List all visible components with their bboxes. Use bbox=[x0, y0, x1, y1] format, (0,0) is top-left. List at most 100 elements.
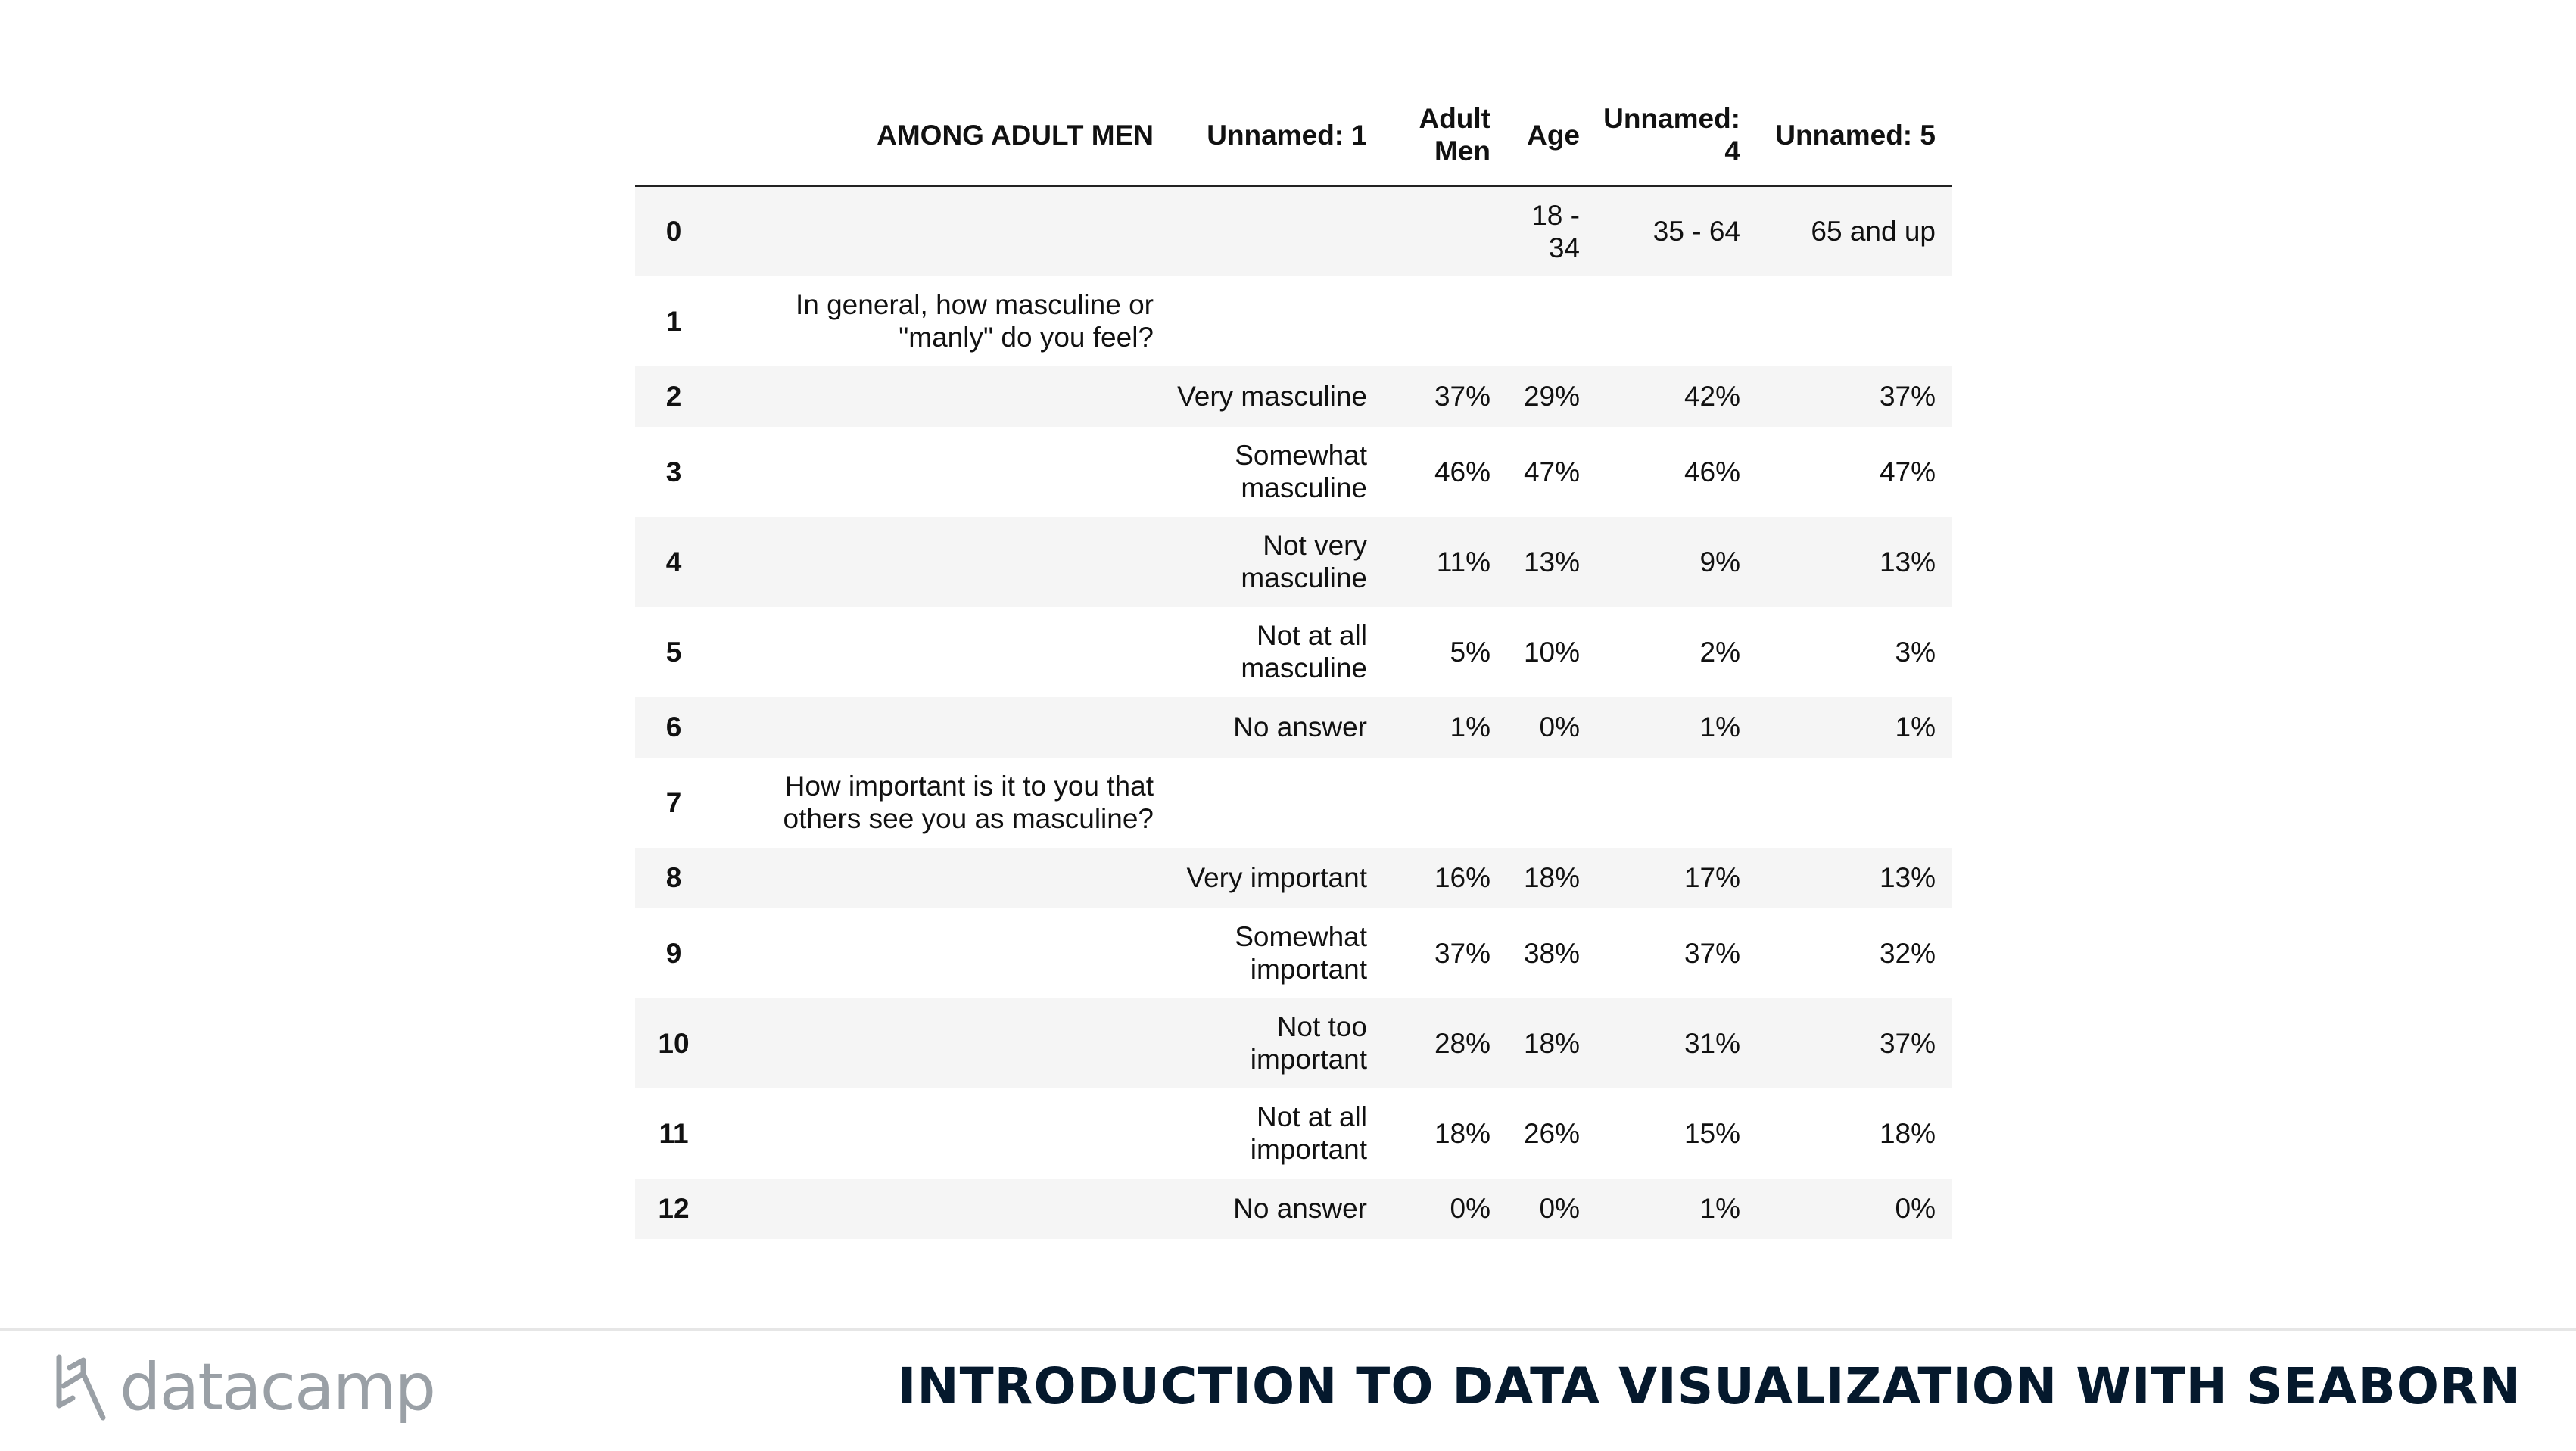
cell-age-35-64: 31% bbox=[1684, 1027, 1740, 1059]
row-index: 3 bbox=[665, 456, 682, 487]
cell-question bbox=[712, 366, 1170, 427]
cell-adult-men: 37% bbox=[1434, 937, 1490, 969]
cell-age-65-up: 3% bbox=[1895, 636, 1936, 668]
table-row: 12 No answer 0% 0% 1% 0% bbox=[635, 1178, 1952, 1239]
cell-age-35-64: 35 - 64 bbox=[1652, 216, 1740, 248]
row-index: 6 bbox=[665, 711, 682, 743]
column-header-age: Age bbox=[1507, 89, 1596, 187]
cell-age-18-34 bbox=[1507, 276, 1596, 366]
table-row: 2 Very masculine 37% 29% 42% 37% bbox=[635, 366, 1952, 427]
table-row: 6 No answer 1% 0% 1% 1% bbox=[635, 696, 1952, 758]
course-title: INTRODUCTION TO DATA VISUALIZATION WITH … bbox=[897, 1357, 2521, 1415]
table-body: 0 18 - 34 35 - 64 65 and up 1 In general, how… bbox=[635, 185, 1952, 1239]
table-row: 0 18 - 34 35 - 64 65 and up bbox=[635, 185, 1952, 276]
cell-response bbox=[1170, 758, 1384, 848]
cell-age-65-up bbox=[1757, 758, 1952, 848]
row-index: 11 bbox=[659, 1117, 689, 1149]
row-index: 5 bbox=[665, 636, 682, 668]
cell-adult-men: 5% bbox=[1450, 636, 1490, 668]
table-row: 8 Very important 16% 18% 17% 13% bbox=[635, 847, 1952, 908]
row-index: 2 bbox=[665, 381, 682, 412]
row-index: 8 bbox=[665, 862, 682, 893]
cell-age-35-64: 9% bbox=[1699, 546, 1740, 578]
cell-question: How important is it to you that others s… bbox=[783, 771, 1154, 834]
row-index: 10 bbox=[658, 1027, 690, 1059]
cell-age-18-34: 10% bbox=[1523, 636, 1580, 668]
cell-adult-men: 37% bbox=[1434, 381, 1490, 412]
cell-age-18-34: 0% bbox=[1539, 1193, 1580, 1224]
column-header-unnamed-1: Unnamed: 1 bbox=[1170, 89, 1384, 187]
cell-age-65-up: 32% bbox=[1879, 937, 1936, 969]
cell-adult-men: 11% bbox=[1436, 546, 1490, 578]
row-index: 1 bbox=[665, 305, 682, 337]
cell-question bbox=[712, 517, 1170, 607]
row-index: 12 bbox=[658, 1193, 690, 1224]
cell-response: Somewhat important bbox=[1235, 921, 1367, 985]
cell-age-18-34: 0% bbox=[1539, 711, 1580, 743]
cell-question bbox=[712, 908, 1170, 998]
cell-adult-men: 0% bbox=[1450, 1193, 1490, 1224]
cell-adult-men bbox=[1384, 186, 1507, 276]
cell-question bbox=[712, 186, 1170, 276]
cell-question bbox=[712, 998, 1170, 1088]
cell-response: Not very masculine bbox=[1241, 530, 1367, 593]
cell-age-65-up: 13% bbox=[1879, 546, 1936, 578]
cell-response: Very important bbox=[1186, 862, 1367, 893]
cell-age-18-34: 47% bbox=[1523, 456, 1580, 487]
cell-question bbox=[712, 607, 1170, 697]
cell-age-18-34: 18% bbox=[1523, 862, 1580, 893]
header-row: AMONG ADULT MEN Unnamed: 1 Adult Men Age… bbox=[635, 89, 1952, 187]
cell-adult-men: 18% bbox=[1434, 1117, 1490, 1149]
footer-divider bbox=[0, 1328, 2576, 1331]
cell-response bbox=[1170, 276, 1384, 366]
cell-age-65-up: 1% bbox=[1895, 711, 1936, 743]
cell-age-18-34: 13% bbox=[1523, 546, 1580, 578]
cell-age-65-up: 0% bbox=[1895, 1193, 1936, 1224]
cell-age-65-up: 13% bbox=[1879, 862, 1936, 893]
cell-age-35-64 bbox=[1596, 758, 1757, 848]
cell-response: Very masculine bbox=[1177, 381, 1367, 412]
cell-age-65-up: 18% bbox=[1879, 1117, 1936, 1149]
table-row: 3 Somewhat masculine 46% 47% 46% 47% bbox=[635, 426, 1952, 517]
cell-question bbox=[712, 1088, 1170, 1179]
cell-response: Not at all important bbox=[1250, 1101, 1367, 1165]
row-index: 0 bbox=[665, 216, 682, 248]
cell-adult-men bbox=[1384, 758, 1507, 848]
table-row: 9 Somewhat important 37% 38% 37% 32% bbox=[635, 908, 1952, 998]
column-header-unnamed-4: Unnamed: 4 bbox=[1596, 89, 1757, 187]
cell-age-35-64: 1% bbox=[1699, 1193, 1740, 1224]
cell-age-18-34 bbox=[1507, 758, 1596, 848]
cell-response: Not too important bbox=[1250, 1011, 1367, 1075]
cell-response bbox=[1170, 186, 1384, 276]
dataframe-table-container: AMONG ADULT MEN Unnamed: 1 Adult Men Age… bbox=[635, 89, 1952, 1239]
cell-age-65-up: 47% bbox=[1879, 456, 1936, 487]
column-header-index bbox=[635, 89, 712, 187]
table-row: 11 Not at all important 18% 26% 15% 18% bbox=[635, 1088, 1952, 1179]
cell-age-18-34: 26% bbox=[1523, 1117, 1580, 1149]
table-row: 5 Not at all masculine 5% 10% 2% 3% bbox=[635, 606, 1952, 697]
row-index: 7 bbox=[665, 786, 682, 818]
row-index: 4 bbox=[665, 546, 682, 578]
cell-age-35-64: 42% bbox=[1684, 381, 1740, 412]
column-header-adult-men: Adult Men bbox=[1384, 89, 1507, 187]
cell-response: Somewhat masculine bbox=[1235, 440, 1367, 503]
cell-question: In general, how masculine or "manly" do … bbox=[795, 289, 1154, 353]
cell-age-35-64 bbox=[1596, 276, 1757, 366]
row-index: 9 bbox=[665, 937, 682, 969]
table-row: 1 In general, how masculine or "manly" do… bbox=[635, 276, 1952, 366]
cell-age-35-64: 2% bbox=[1699, 636, 1740, 668]
cell-age-18-34: 38% bbox=[1523, 937, 1580, 969]
cell-response: No answer bbox=[1233, 711, 1367, 743]
column-header-unnamed-5: Unnamed: 5 bbox=[1757, 89, 1952, 187]
cell-age-65-up: 37% bbox=[1879, 1027, 1936, 1059]
cell-adult-men: 28% bbox=[1434, 1027, 1490, 1059]
cell-age-65-up: 37% bbox=[1879, 381, 1936, 412]
cell-adult-men: 46% bbox=[1434, 456, 1490, 487]
dataframe-table: AMONG ADULT MEN Unnamed: 1 Adult Men Age… bbox=[635, 89, 1952, 1239]
cell-age-35-64: 17% bbox=[1684, 862, 1740, 893]
cell-age-18-34: 29% bbox=[1523, 381, 1580, 412]
cell-adult-men: 1% bbox=[1450, 711, 1490, 743]
cell-age-18-34: 18 - 34 bbox=[1531, 199, 1580, 263]
cell-age-65-up bbox=[1757, 276, 1952, 366]
